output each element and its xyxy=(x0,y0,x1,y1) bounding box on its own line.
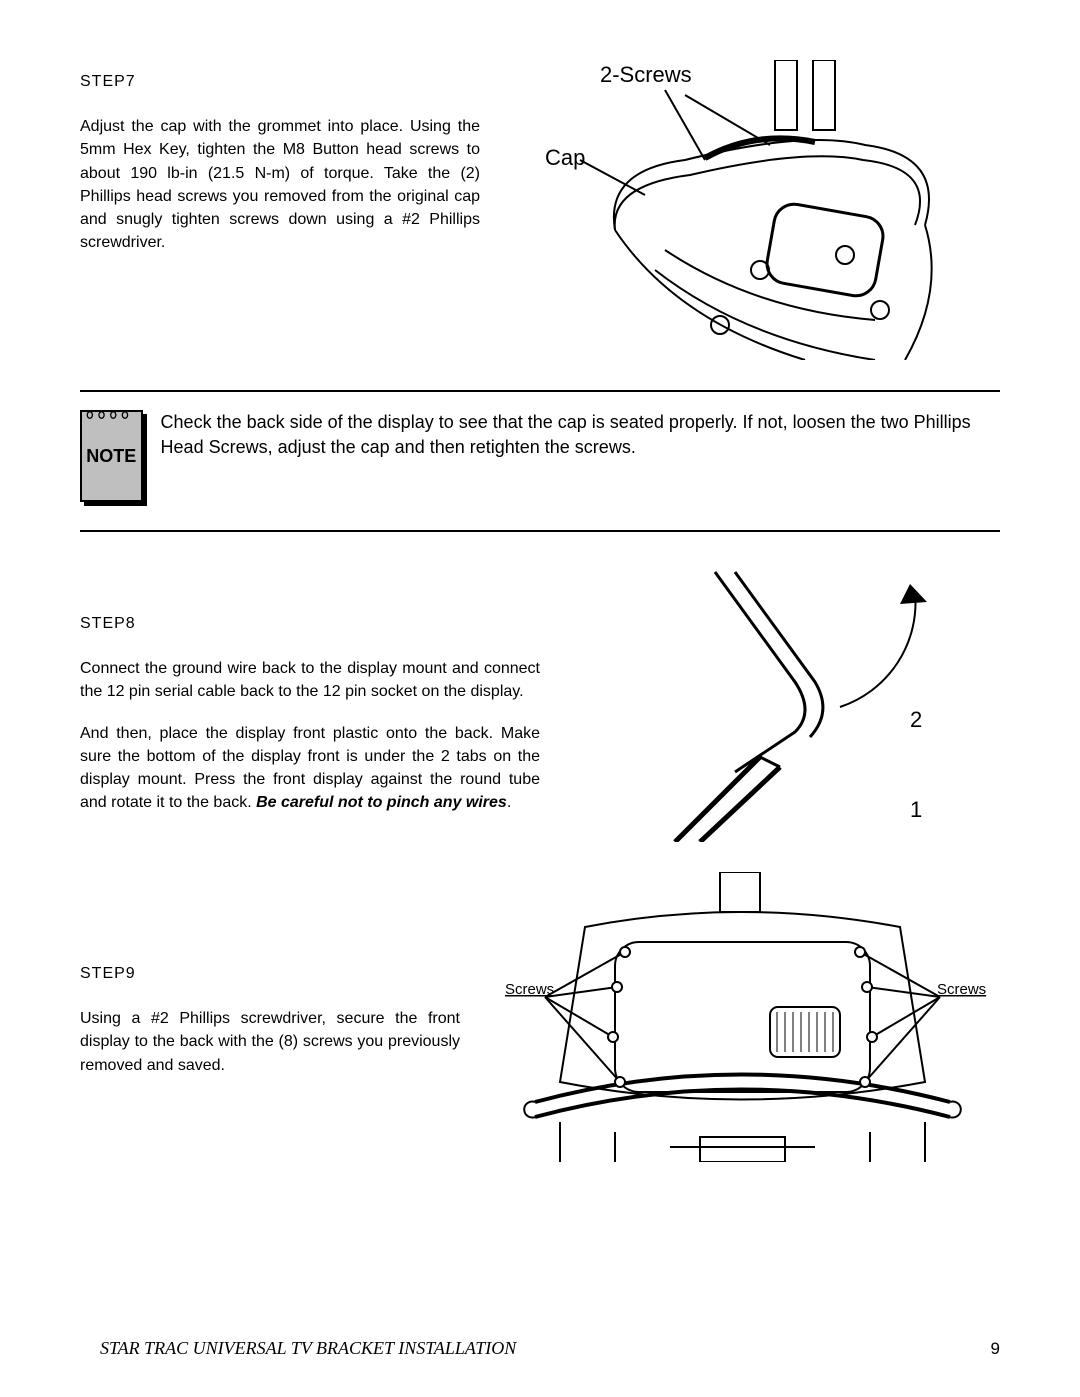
note-badge-text: NOTE xyxy=(86,446,136,467)
note-spiral-binding xyxy=(82,408,141,422)
step9-label-left: Screws xyxy=(505,981,554,998)
step8-label-two: 2 xyxy=(910,707,922,732)
step7-block: STEP7 Adjust the cap with the grommet in… xyxy=(80,60,1000,360)
step9-label-right: Screws xyxy=(937,981,986,998)
step8-paragraph-1: Connect the ground wire back to the disp… xyxy=(80,657,540,703)
step9-block: STEP9 Using a #2 Phillips screwdriver, s… xyxy=(80,872,1000,1162)
step7-label-screws: 2-Screws xyxy=(600,62,692,87)
step7-heading: STEP7 xyxy=(80,70,480,93)
page-footer: STAR TRAC UNIVERSAL TV BRACKET INSTALLAT… xyxy=(100,1338,1000,1359)
footer-page-number: 9 xyxy=(991,1339,1000,1359)
step7-diagram-svg: 2-Screws Cap xyxy=(510,60,1000,360)
note-body: Check the back side of the display to se… xyxy=(161,410,1000,460)
step7-paragraph: Adjust the cap with the grommet into pla… xyxy=(80,115,480,254)
step9-diagram-svg: Screws Screws xyxy=(490,872,1000,1162)
step9-text-column: STEP9 Using a #2 Phillips screwdriver, s… xyxy=(80,872,460,1077)
step8-figure: 2 1 xyxy=(570,562,1000,842)
step8-p2-post: . xyxy=(507,794,511,811)
footer-title: STAR TRAC UNIVERSAL TV BRACKET INSTALLAT… xyxy=(100,1338,516,1359)
step8-paragraph-2: And then, place the display front plasti… xyxy=(80,722,540,815)
step9-paragraph: Using a #2 Phillips screwdriver, secure … xyxy=(80,1007,460,1077)
step8-diagram-svg: 2 1 xyxy=(570,562,1000,842)
step8-text-column: STEP8 Connect the ground wire back to th… xyxy=(80,562,540,832)
step7-figure: 2-Screws Cap xyxy=(510,60,1000,360)
step7-text-column: STEP7 Adjust the cap with the grommet in… xyxy=(80,60,480,254)
step8-block: STEP8 Connect the ground wire back to th… xyxy=(80,562,1000,842)
document-page: STEP7 Adjust the cap with the grommet in… xyxy=(0,0,1080,1397)
note-section: NOTE Check the back side of the display … xyxy=(80,390,1000,532)
step9-heading: STEP9 xyxy=(80,962,460,985)
step8-heading: STEP8 xyxy=(80,612,540,635)
step7-label-cap: Cap xyxy=(545,145,585,170)
step8-label-one: 1 xyxy=(910,797,922,822)
step9-figure: Screws Screws xyxy=(490,872,1000,1162)
note-badge: NOTE xyxy=(80,410,143,502)
step8-caution: Be careful not to pinch any wires xyxy=(256,794,507,811)
